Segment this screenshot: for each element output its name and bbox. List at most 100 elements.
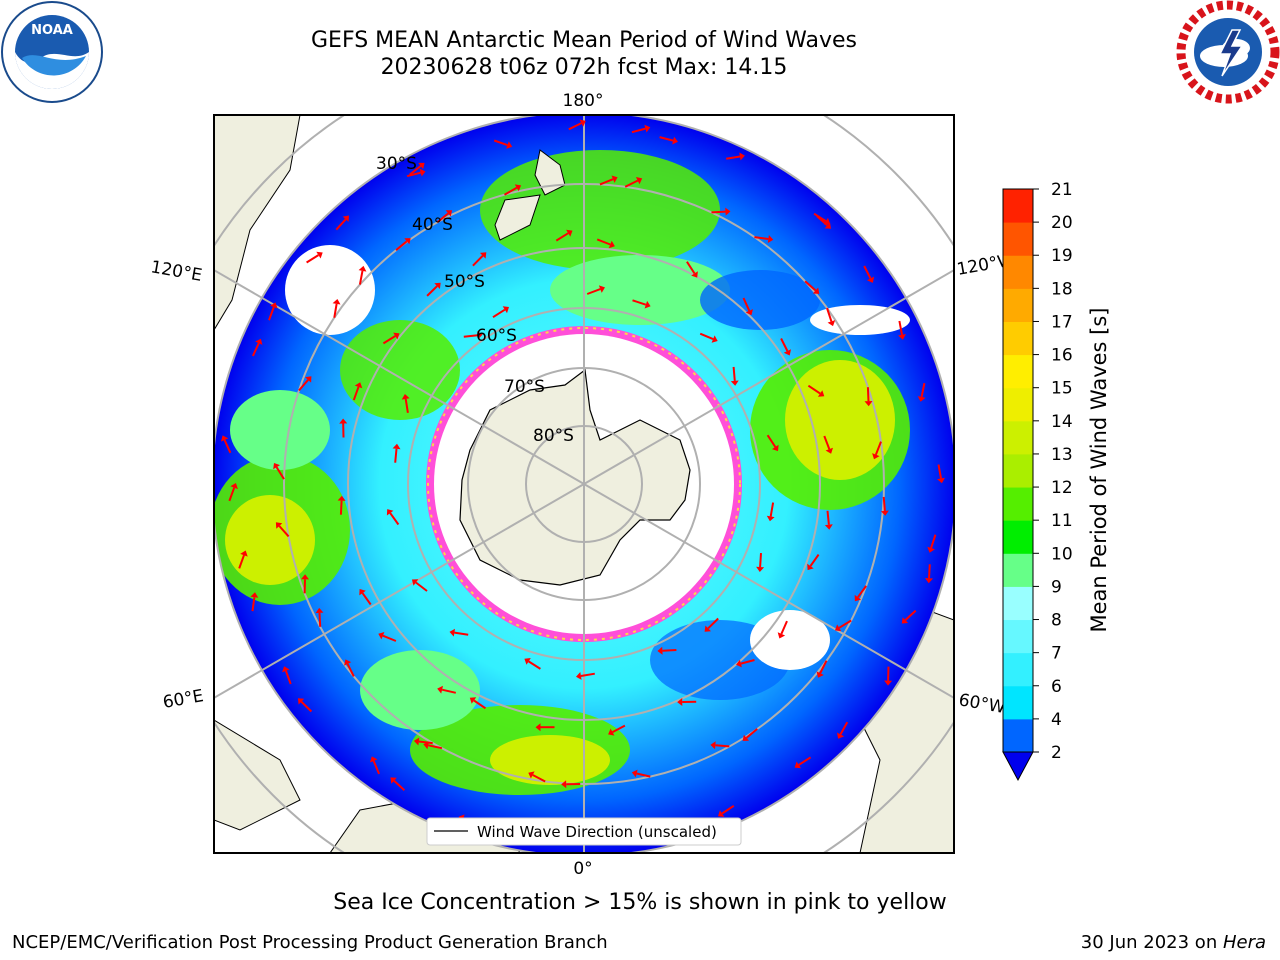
lon-label-60w: 60°W [957, 690, 1007, 718]
wave-direction-arrowhead [767, 235, 774, 243]
wave-direction-arrow [454, 631, 469, 636]
wave-direction-arrowhead [917, 396, 926, 402]
colorbar-segment [1003, 321, 1033, 356]
wave-direction-arrowhead [608, 240, 615, 249]
colorbar-segment [1003, 387, 1033, 422]
wave-direction-arrowhead [672, 136, 678, 145]
wave-direction-arrowhead [772, 444, 779, 452]
wave-direction-arrowhead [230, 483, 238, 490]
wave-direction-arrow [726, 155, 741, 160]
wave-direction-arrow [223, 439, 232, 454]
lat-label-60s: 60°S [476, 326, 517, 346]
wave-direction-arrow [742, 297, 751, 312]
wave-direction-arrow [528, 660, 541, 670]
wave-direction-arrowhead [337, 495, 346, 501]
wave-direction-arrowhead [742, 734, 749, 741]
wave-direction-arrowhead [807, 563, 814, 571]
wave-direction-arrow [766, 434, 777, 448]
wave-direction-arrowhead [867, 276, 875, 283]
wave-direction-arrowhead [528, 771, 535, 779]
wave-direction-arrowhead [783, 349, 791, 356]
wave-direction-arrow [251, 342, 260, 357]
colorbar-segment [1003, 453, 1033, 488]
wave-direction-arrow [636, 772, 651, 778]
wave-direction-arrow [389, 512, 400, 526]
wave-direction-arrow [904, 609, 917, 621]
wave-direction-arrow [580, 672, 595, 677]
wave-direction-arrowhead [419, 168, 426, 177]
wave-direction-arrow [382, 634, 397, 642]
wave-direction-arrow [532, 774, 546, 783]
wave-direction-arrowhead [657, 646, 663, 655]
wave-direction-arrowhead [927, 546, 935, 553]
sea-ice-note: Sea Ice Concentration > 15% is shown in … [333, 890, 947, 915]
wave-direction-arrowhead [745, 309, 753, 316]
colorbar-tick-label: 4 [1051, 710, 1062, 730]
wave-direction-arrowhead [824, 222, 831, 229]
lat-label-40s: 40°S [412, 215, 453, 235]
wave-direction-arrowhead [561, 780, 567, 789]
legend-box [426, 817, 742, 846]
wave-direction-arrow [732, 366, 736, 381]
wave-direction-arrowhead [823, 217, 831, 225]
wave-direction-arrow [394, 448, 398, 463]
nws-logo [1176, 0, 1280, 104]
wave-direction-arrowhead [711, 335, 718, 343]
wave-direction-arrow [826, 307, 833, 322]
colorbar-tick-label: 8 [1051, 611, 1062, 631]
credit-text: NCEP/EMC/Verification Post Processing Pr… [12, 932, 608, 953]
wave-direction-arrow [839, 721, 849, 735]
wave-direction-arrow [441, 688, 457, 694]
wave-direction-arrowhead [469, 697, 477, 704]
chart-title-line2: 20230628 t06z 072h fcst Max: 14.15 [380, 55, 788, 80]
wave-direction-arrow [930, 534, 937, 549]
colorbar-label: Mean Period of Wind Waves [s] [1087, 308, 1111, 633]
wave-direction-arrow [780, 338, 789, 352]
noaa-logo-text: NOAA [31, 23, 73, 38]
wave-direction-arrow [436, 212, 449, 224]
colorbar-tick-label: 2 [1051, 743, 1062, 763]
wave-direction-arrowhead [704, 625, 711, 632]
lat-label-30s: 30°S [376, 154, 417, 174]
wave-direction-arrowhead [635, 177, 643, 185]
wave-direction-arrow [882, 496, 886, 511]
wave-direction-arrowhead [718, 810, 725, 817]
wave-direction-arrow [284, 670, 292, 685]
legend-label: Wind Wave Direction (unscaled) [477, 823, 717, 841]
machine-name: Hera [1222, 932, 1266, 953]
colorbar-segment [1003, 189, 1033, 223]
wave-direction-arrowhead [449, 628, 455, 637]
wave-direction-arrow [662, 649, 677, 652]
colorbar-segment [1003, 685, 1033, 720]
wave-direction-arrowhead [937, 477, 945, 484]
wave-direction-arrowhead [255, 338, 263, 345]
date-text: 30 Jun 2023 on Hera [1081, 932, 1266, 953]
colorbar-tick-label: 19 [1051, 246, 1073, 266]
wave-direction-arrowhead [316, 251, 323, 259]
wave-direction-arrow [596, 238, 611, 246]
wave-direction-arrow [306, 254, 319, 264]
wave-direction-arrow [339, 500, 343, 515]
lat-label-80s: 80°S [533, 426, 574, 446]
wave-direction-arrowhead [872, 453, 880, 460]
wave-direction-arrow [300, 700, 313, 713]
wave-direction-arrow [493, 139, 508, 147]
wave-direction-arrowhead [677, 698, 683, 706]
wave-direction-arrowhead [301, 574, 309, 580]
wave-direction-arrow [863, 265, 872, 279]
wave-direction-arrowhead [477, 331, 483, 340]
wave-direction-arrow [268, 306, 275, 321]
wave-direction-arrow [823, 435, 831, 450]
colorbar-tick-label: 17 [1051, 312, 1073, 332]
wave-direction-arrow [813, 212, 827, 223]
wave-direction-arrow [780, 620, 788, 635]
wave-direction-arrowhead [825, 447, 833, 454]
wave-direction-arrowhead [370, 756, 378, 763]
wave-direction-arrow [361, 592, 372, 606]
wave-direction-arrowhead [756, 566, 765, 572]
wave-direction-arrow [809, 554, 820, 567]
wave-direction-arrowhead [576, 672, 582, 680]
wave-direction-arrowhead [514, 184, 522, 192]
wave-direction-arrow [721, 804, 735, 815]
wave-direction-arrowhead [342, 215, 349, 222]
